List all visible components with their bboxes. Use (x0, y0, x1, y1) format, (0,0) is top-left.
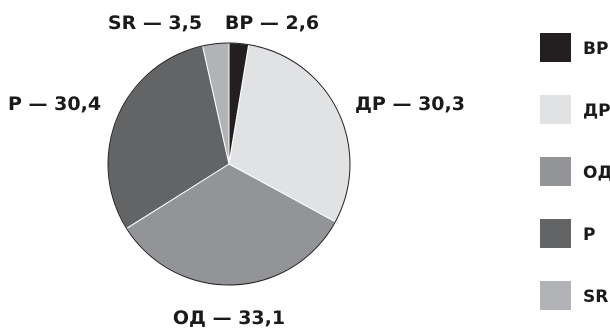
legend-label-ВР: ВР (583, 39, 608, 59)
legend-label-Р: Р (583, 225, 595, 245)
slice-label-SR: SR — 3,5 (108, 12, 202, 34)
slice-label-ОД: ОД — 33,1 (173, 307, 285, 329)
legend-swatch-ДР (540, 95, 571, 124)
slice-label-ДР: ДР — 30,3 (355, 93, 465, 115)
legend-label-SR: SR (583, 287, 608, 307)
pie-slice-labels: ВР — 2,6 ДР — 30,3 ОД — 33,1 Р — 30,4 SR — 3… (8, 12, 465, 329)
pie-slices (107, 42, 351, 286)
legend-label-ДР: ДР (583, 101, 610, 121)
legend-swatch-ВР (540, 33, 571, 62)
legend-swatch-ОД (540, 157, 571, 186)
slice-label-ВР: ВР — 2,6 (225, 12, 319, 34)
chart-legend: ВР ДР ОД Р SR (540, 33, 610, 310)
pie-outline (107, 42, 351, 286)
legend-swatch-Р (540, 219, 571, 248)
slice-label-Р: Р — 30,4 (8, 93, 101, 115)
legend-swatch-SR (540, 281, 571, 310)
legend-label-ОД: ОД (583, 163, 610, 183)
